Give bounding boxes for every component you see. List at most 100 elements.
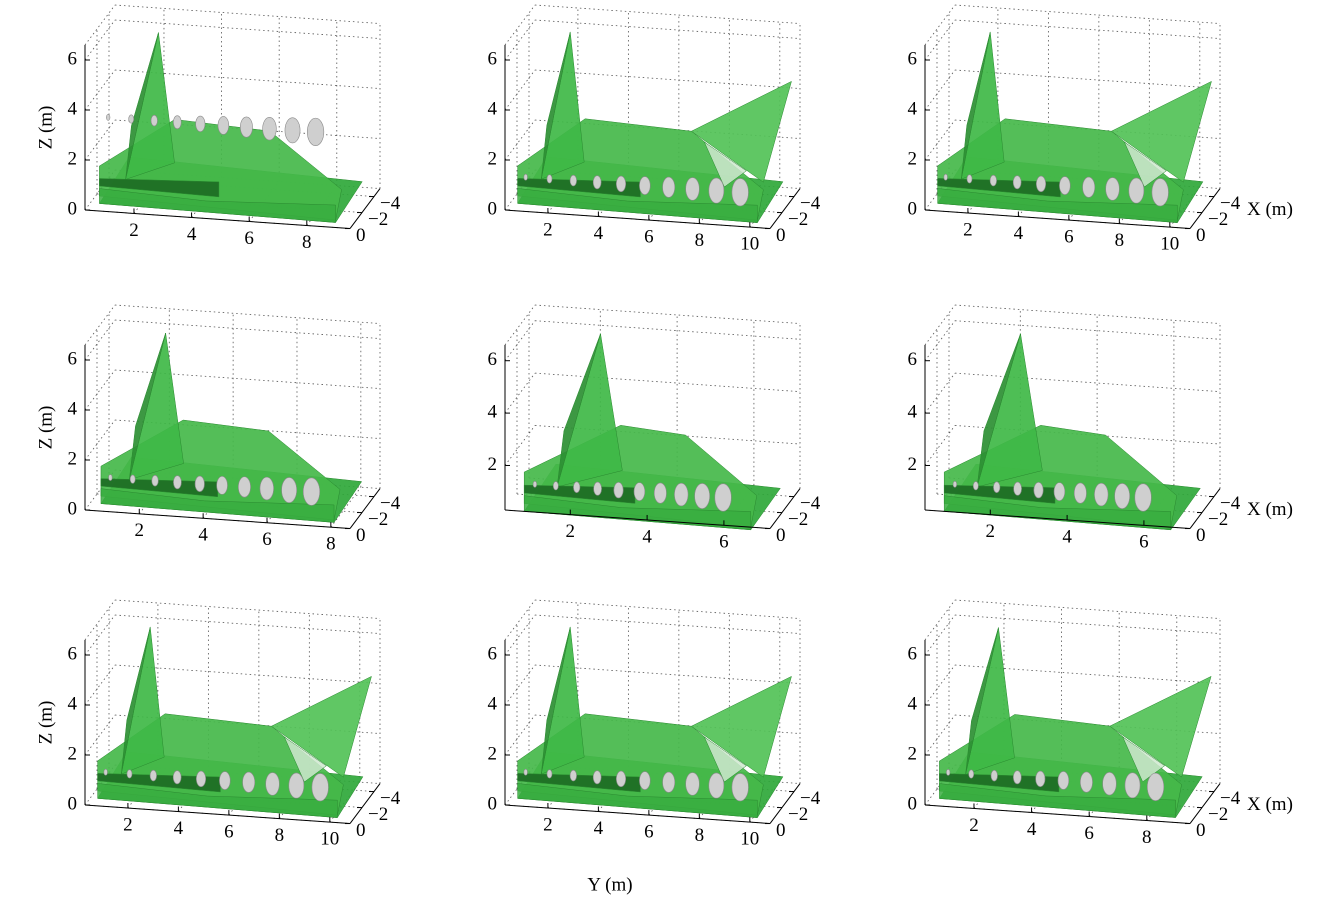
cone [552, 481, 559, 491]
surface-patch [556, 333, 601, 487]
grid-line [954, 69, 1221, 89]
grid-line [924, 664, 956, 706]
x-axis-label: X (m) [1247, 499, 1293, 520]
z-tick-label: 4 [68, 398, 78, 419]
cone [284, 117, 301, 144]
grid-line [924, 372, 956, 414]
cone [1013, 481, 1022, 496]
box-edge [504, 599, 536, 641]
cone [1053, 482, 1066, 501]
grid-line [954, 425, 1221, 445]
y-tick-label: 4 [187, 224, 197, 245]
surface-patch [540, 31, 585, 180]
cone [592, 770, 602, 785]
z-tick-label: 0 [488, 793, 498, 814]
x-tick-label: −2 [788, 209, 808, 230]
surface-patch [121, 626, 151, 775]
z-tick-label: 2 [488, 454, 498, 475]
cone [1073, 482, 1087, 504]
y-tick-label: 2 [543, 219, 553, 240]
grid-line [84, 319, 116, 361]
y-axis [924, 209, 1191, 230]
z-tick-label: 4 [908, 401, 918, 422]
grid-line [534, 320, 801, 340]
y-tick-label: 8 [302, 232, 312, 253]
z-tick-label: 6 [68, 348, 78, 369]
cone [968, 769, 975, 779]
y-tick-label: 2 [543, 814, 553, 835]
y-tick-label: 2 [566, 521, 576, 542]
x-axis [769, 783, 801, 824]
y-tick-label: 4 [1062, 526, 1072, 547]
x-tick-label: −4 [380, 788, 401, 809]
surface-patch [100, 488, 335, 523]
surface-patch [961, 31, 991, 180]
z-tick-label: 2 [68, 448, 78, 469]
surface-patch [97, 783, 338, 818]
y-tick-label: 8 [695, 230, 705, 251]
cone [265, 772, 280, 796]
z-axis-label: Z (m) [35, 406, 56, 450]
x-tick-label: −4 [380, 193, 401, 214]
x-tick-label: −4 [1220, 193, 1241, 214]
grid-line [84, 369, 116, 411]
y-tick-label: 6 [244, 228, 254, 249]
cone [194, 475, 205, 492]
box-edge [114, 599, 381, 619]
y-axis [504, 804, 771, 825]
cone [151, 474, 159, 487]
cone [1036, 175, 1046, 193]
cone [569, 174, 577, 187]
x-tick-label: −2 [368, 804, 388, 825]
x-tick-label: −2 [788, 509, 808, 530]
surface-patch [960, 31, 1005, 180]
y-tick-label: 2 [963, 219, 973, 240]
grid-line [954, 664, 1221, 684]
x-tick-label: −4 [1220, 788, 1241, 809]
y-tick-label: 6 [644, 821, 654, 842]
x-axis [349, 488, 381, 529]
x-tick-label: 0 [776, 225, 786, 246]
z-tick-label: 4 [488, 98, 498, 119]
z-tick-label: 4 [488, 693, 498, 714]
cone [943, 173, 948, 181]
cone [662, 176, 676, 198]
cone [546, 174, 553, 184]
y-tick-label: 6 [1084, 823, 1094, 844]
x-tick-label: 0 [1196, 525, 1206, 546]
cone [1013, 770, 1022, 785]
cone [972, 481, 979, 491]
cone [150, 114, 158, 127]
cone [1059, 176, 1071, 195]
x-tick-label: −4 [800, 193, 821, 214]
surface-patch [703, 141, 747, 188]
grid-line [504, 320, 536, 361]
y-tick-label: 6 [644, 226, 654, 247]
box-edge [534, 599, 801, 619]
cone [573, 481, 581, 493]
box-edge [954, 304, 1221, 324]
cone [593, 481, 602, 496]
x-tick-label: −2 [368, 509, 388, 530]
z-tick-label: 2 [488, 148, 498, 169]
grid-line [504, 372, 536, 414]
cone [653, 482, 667, 504]
grid-line [114, 614, 381, 634]
surface-patch [125, 32, 159, 180]
x-axis-label: X (m) [1247, 199, 1293, 220]
y-tick-label: 6 [1139, 532, 1149, 553]
box-edge [954, 599, 1221, 619]
cone [946, 769, 951, 776]
x-tick-label: −2 [1208, 804, 1228, 825]
cone [731, 773, 749, 802]
grid-line [114, 19, 381, 39]
z-tick-label: 4 [68, 98, 78, 119]
grid-line [84, 19, 116, 61]
cone [238, 476, 251, 498]
y-tick-label: 8 [326, 534, 336, 555]
x-tick-label: −4 [1220, 493, 1241, 514]
surface-patch [523, 495, 752, 531]
grid-line [84, 119, 116, 161]
grid-line [114, 319, 381, 339]
x-axis [1189, 488, 1221, 529]
